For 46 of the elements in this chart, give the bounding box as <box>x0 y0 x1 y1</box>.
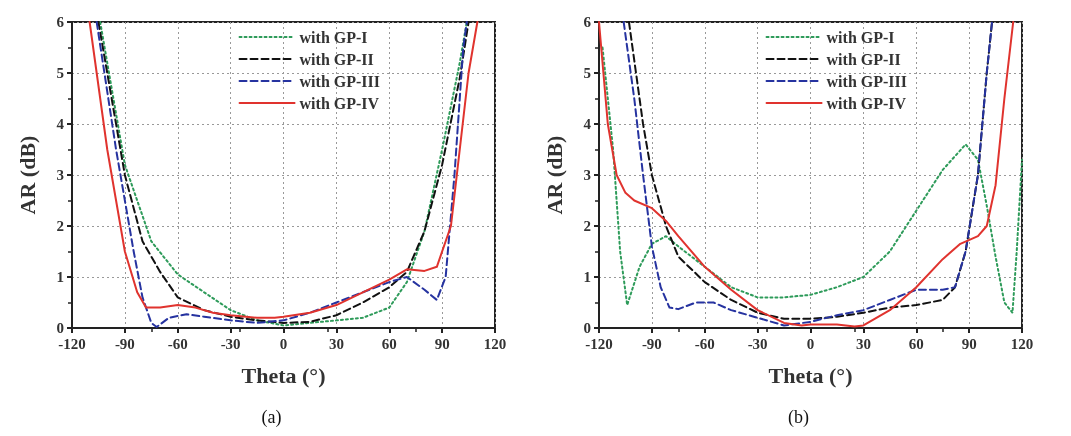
legend-label: with GP-III <box>299 72 380 90</box>
y-tick-label: 0 <box>56 320 64 336</box>
x-tick-label: 60 <box>908 335 924 352</box>
x-tick-label: 120 <box>1010 335 1034 352</box>
x-tick-label: -120 <box>585 335 613 352</box>
x-tick-label: 90 <box>961 335 977 352</box>
x-tick-label: 30 <box>855 335 871 352</box>
x-tick-label: -60 <box>694 335 715 352</box>
x-tick-label: -120 <box>58 335 86 352</box>
y-tick-label: 5 <box>583 65 591 81</box>
x-tick-label: -30 <box>747 335 768 352</box>
legend-label: with GP-I <box>826 28 895 46</box>
legend-label: with GP-IV <box>299 94 380 112</box>
y-tick-label: 6 <box>56 14 65 30</box>
x-tick-label: -60 <box>167 335 188 352</box>
text: (b) <box>788 407 810 428</box>
y-tick-label: 4 <box>56 116 65 132</box>
x-tick-label: -90 <box>114 335 135 352</box>
y-tick-label: 2 <box>56 218 64 234</box>
x-tick-label: -90 <box>641 335 662 352</box>
y-tick-label: 6 <box>583 14 592 30</box>
y-tick-label: 5 <box>56 65 64 81</box>
y-tick-label: 4 <box>583 116 592 132</box>
legend-label: with GP-IV <box>826 94 907 112</box>
y-tick-label: 3 <box>56 167 64 183</box>
y-tick-label: 1 <box>583 269 591 285</box>
legend-label: with GP-III <box>826 72 907 90</box>
y-axis-title: AR (dB) <box>14 135 40 215</box>
x-tick-label: 30 <box>328 335 344 352</box>
legend-label: with GP-II <box>826 50 901 68</box>
y-axis-title: AR (dB) <box>541 135 567 215</box>
x-tick-label: 0 <box>806 335 815 352</box>
x-tick-label: 120 <box>483 335 507 352</box>
y-tick-label: 3 <box>583 167 591 183</box>
x-tick-label: -30 <box>220 335 241 352</box>
legend-label: with GP-II <box>299 50 374 68</box>
x-tick-label: 90 <box>434 335 450 352</box>
y-tick-label: 0 <box>583 320 591 336</box>
legend-label: with GP-I <box>299 28 368 46</box>
text: (a) <box>261 407 282 428</box>
x-axis-title: Theta (°) <box>241 362 326 388</box>
y-tick-label: 2 <box>583 218 591 234</box>
x-axis-title: Theta (°) <box>768 362 853 388</box>
y-tick-label: 1 <box>56 269 64 285</box>
x-tick-label: 0 <box>279 335 288 352</box>
x-tick-label: 60 <box>381 335 397 352</box>
